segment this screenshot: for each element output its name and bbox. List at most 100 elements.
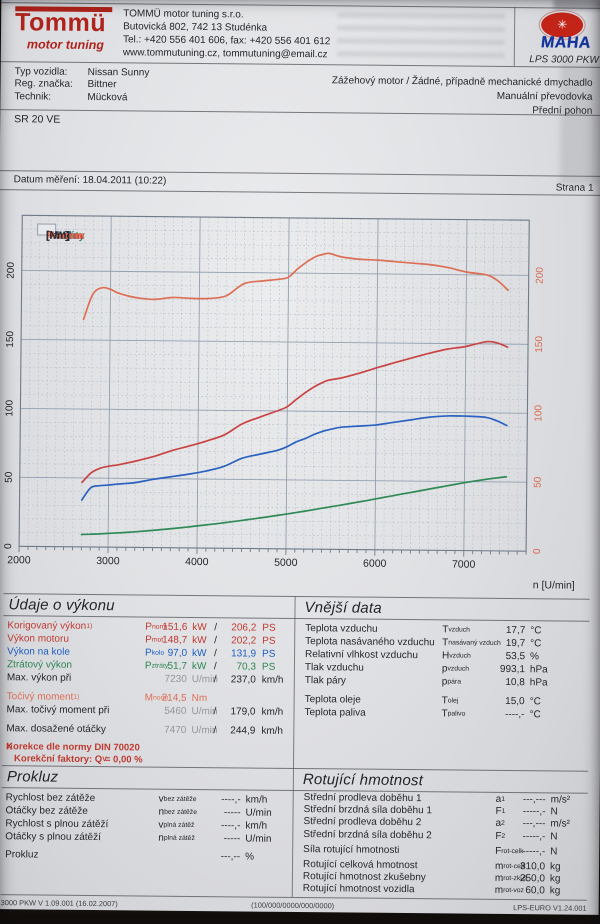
- dyno-chart-svg: 2000 3000 4000 5000 6000 70000501001502000501…: [3, 214, 575, 592]
- logo-subtitle: motor tuning: [26, 37, 105, 53]
- row-unit: %: [530, 651, 540, 663]
- row-value: -----,-: [522, 830, 546, 842]
- gridline-minor: [20, 380, 528, 387]
- row-label: Rotující hmotnost zkušebny: [302, 871, 426, 884]
- drivetrain-line: Přední pohon: [532, 105, 593, 117]
- row-value: -----,-: [522, 845, 546, 858]
- table-row: Max. točivý moment při 5460 U/min/179,0 km/…: [4, 704, 292, 720]
- row-unit: kW: [191, 660, 207, 673]
- company-line: TOMMÜ motor tuning s.r.o.: [123, 8, 244, 21]
- row-unit: Nm: [191, 692, 208, 705]
- logo-wordmark: Tommü: [14, 8, 107, 38]
- row-value: 15,0: [505, 695, 525, 708]
- row-value: ---,---: [522, 794, 546, 806]
- row-unit: U/min: [245, 807, 272, 819]
- row-unit: hPa: [529, 664, 548, 676]
- table-row: Tlak páry p pára 10,8 hPa: [301, 675, 589, 691]
- company-line: Butovická 802, 742 13 Studénka: [123, 21, 268, 34]
- gridline-minor: [19, 504, 527, 511]
- row-unit-2: km/h: [261, 725, 284, 737]
- row-label: Střední brzdná síla doběhu 1: [303, 804, 433, 817]
- company-info: TOMMÜ motor tuning s.r.o. Butovická 802,…: [123, 8, 504, 66]
- slip-section: Rychlost bez zátěže v bez zátěže ----,- km/h…: [3, 792, 292, 865]
- row-value: 17,7: [505, 624, 526, 637]
- row-label: Otáčky bez zátěže: [5, 805, 88, 817]
- row-value: 310,0: [519, 861, 546, 873]
- drivetrain-line: Zážehový motor / Žádné, případně mechani…: [331, 75, 593, 89]
- row-label: Střední prodleva doběhu 2: [303, 816, 422, 829]
- chart-legend: P-kolo [kW] P-ztráty [kW] P-norm [kW] M-nor…: [37, 223, 85, 242]
- row-value: Nissan Sunny: [87, 66, 150, 79]
- row-symbol: n bez zátěže: [158, 806, 198, 818]
- gridline-minor: [20, 421, 528, 428]
- row-label: Ztrátový výkon: [6, 659, 73, 671]
- table-row: Otáčky s plnou zátěží n plná zátěž ----- U/m…: [3, 831, 291, 847]
- footnotes: 1) Korekce dle normy DIN 70020 Korekční f…: [6, 741, 292, 767]
- table-row: Max. dosažené otáčky 7470 U/min/244,9 km/h: [4, 723, 292, 739]
- row-unit: kg: [549, 873, 561, 885]
- table-row: Střední brzdná síla doběhu 2 F 2 -----,- N: [299, 829, 587, 844]
- row-unit: km/h: [245, 794, 268, 806]
- row-unit: °C: [530, 625, 542, 637]
- engine-code: SR 20 VE: [14, 113, 61, 126]
- row-label: Rychlost s plnou zátěží: [5, 818, 109, 831]
- row-label: Střední brzdná síla doběhu 2: [303, 828, 432, 841]
- gridline-minor: [21, 311, 529, 318]
- rotating-mass-section: Střední prodleva doběhu 1 a 1 ---,--- m/s² St…: [299, 792, 588, 898]
- row-unit-2: PS: [261, 661, 276, 673]
- slash: /: [213, 674, 217, 686]
- row-unit-2: km/h: [261, 706, 284, 718]
- y-tick-label-right: 150: [534, 336, 545, 353]
- y-tick-label-left: 150: [5, 331, 16, 348]
- gridline-major: [19, 476, 527, 483]
- row-unit: °C: [530, 638, 542, 650]
- row-value-2: 244,9: [230, 725, 256, 737]
- row-label: Max. dosažené otáčky: [6, 723, 106, 736]
- gridline-minor: [20, 352, 528, 359]
- footer-left: 3000 PKW V 1.09.001 (16.02.2007): [0, 898, 118, 909]
- row-label: Teplota oleje: [304, 694, 361, 706]
- row-label: Střední prodleva doběhu 1: [303, 792, 422, 805]
- row-label: Korigovaný výkon 1): [7, 620, 93, 632]
- x-tick-label: 4000: [185, 556, 209, 568]
- maha-wordmark: MAHA: [540, 34, 592, 52]
- row-value: 60,0: [525, 885, 545, 897]
- row-label: Výkon motoru: [7, 633, 69, 645]
- table-row: Prokluz ---,--%: [3, 849, 291, 865]
- row-unit: N: [550, 846, 558, 858]
- row-label: Tlak páry: [304, 675, 347, 687]
- x-tick-label: 7000: [452, 558, 476, 570]
- row-symbol: p pára: [441, 676, 462, 688]
- series-p-kolo: [80, 415, 508, 501]
- row-label: Síla rotující hmotnosti: [303, 843, 400, 856]
- footer-center: (100/000/0000/000/0000): [251, 900, 335, 911]
- gridline-minor: [19, 463, 527, 469]
- slash: /: [213, 661, 217, 673]
- row-value: ---,---: [522, 818, 546, 830]
- gridline-major: [20, 407, 528, 414]
- gridline-major: [21, 338, 529, 345]
- page-number: Strana 1: [555, 182, 594, 194]
- row-value-2: 70,3: [236, 661, 257, 673]
- row-value-2: 179,0: [230, 706, 256, 718]
- slash: /: [213, 725, 217, 737]
- y-tick-label-right: 50: [533, 476, 544, 488]
- row-value: 7230: [164, 673, 187, 685]
- row-label: Otáčky s plnou zátěží: [5, 831, 101, 844]
- row-label: Teplota paliva: [304, 707, 366, 719]
- row-label: Max. točivý moment při: [6, 704, 110, 717]
- row-value-2: 237,0: [230, 674, 256, 686]
- row-unit: kW: [192, 647, 207, 660]
- row-unit-2: PS: [262, 648, 276, 660]
- y-tick-label-right: 100: [533, 405, 544, 422]
- gridline-minor: [72, 215, 76, 547]
- row-value: ----,-: [221, 794, 241, 806]
- gridline-minor: [20, 394, 528, 400]
- vehicle-row: Technik: Mücková: [14, 91, 294, 106]
- row-unit: km/h: [245, 820, 268, 832]
- x-axis-label: n [U/min]: [533, 579, 575, 591]
